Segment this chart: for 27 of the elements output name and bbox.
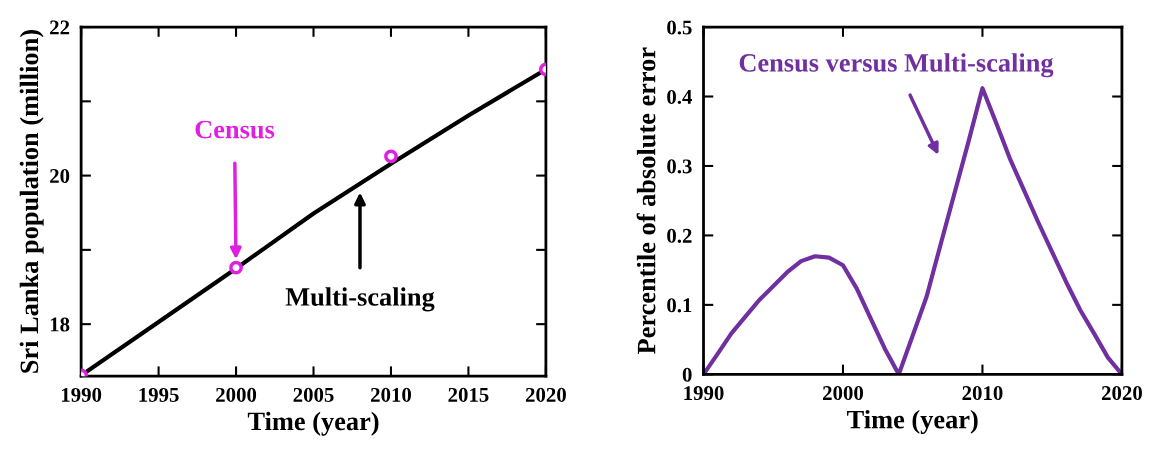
x-tick-label: 2020 [1101,386,1142,401]
y-tick-label: 0.2 [667,228,692,243]
x-tick-label: 2005 [293,387,334,402]
y-axis-title: Sri Lanka population (million) [19,30,44,373]
y-tick-label: 0.3 [667,159,692,174]
series-label: Multi-scaling [285,287,435,312]
y-tick-label: 0 [682,367,692,382]
x-tick-label: 2010 [962,386,1003,401]
y-tick-label: 0.4 [667,89,693,105]
x-tick-label: 2020 [525,387,566,402]
x-tick-label: 1995 [139,387,179,402]
y-axis-title: Percentile of absolute error [636,47,656,355]
text: Census versus Multi-scaling [739,53,1054,78]
y-tick-label: 0.5 [667,20,692,35]
y-tick-label: 0.1 [667,298,692,313]
x-tick-label: 2010 [371,387,412,402]
x-axis-title: Time (year) [247,411,379,436]
x-tick-label: 1990 [61,387,102,402]
x-axis-title: Time (year) [847,409,978,434]
x-tick-label: 2000 [823,386,864,401]
text: Census [195,120,275,139]
x-tick-label: 2015 [448,387,489,402]
x-tick-label: 1990 [684,386,724,401]
y-tick-label: 22 [50,20,70,35]
y-tick-label: 20 [50,168,70,184]
y-tick-label: 18 [50,317,70,332]
x-tick-label: 2000 [216,387,257,402]
